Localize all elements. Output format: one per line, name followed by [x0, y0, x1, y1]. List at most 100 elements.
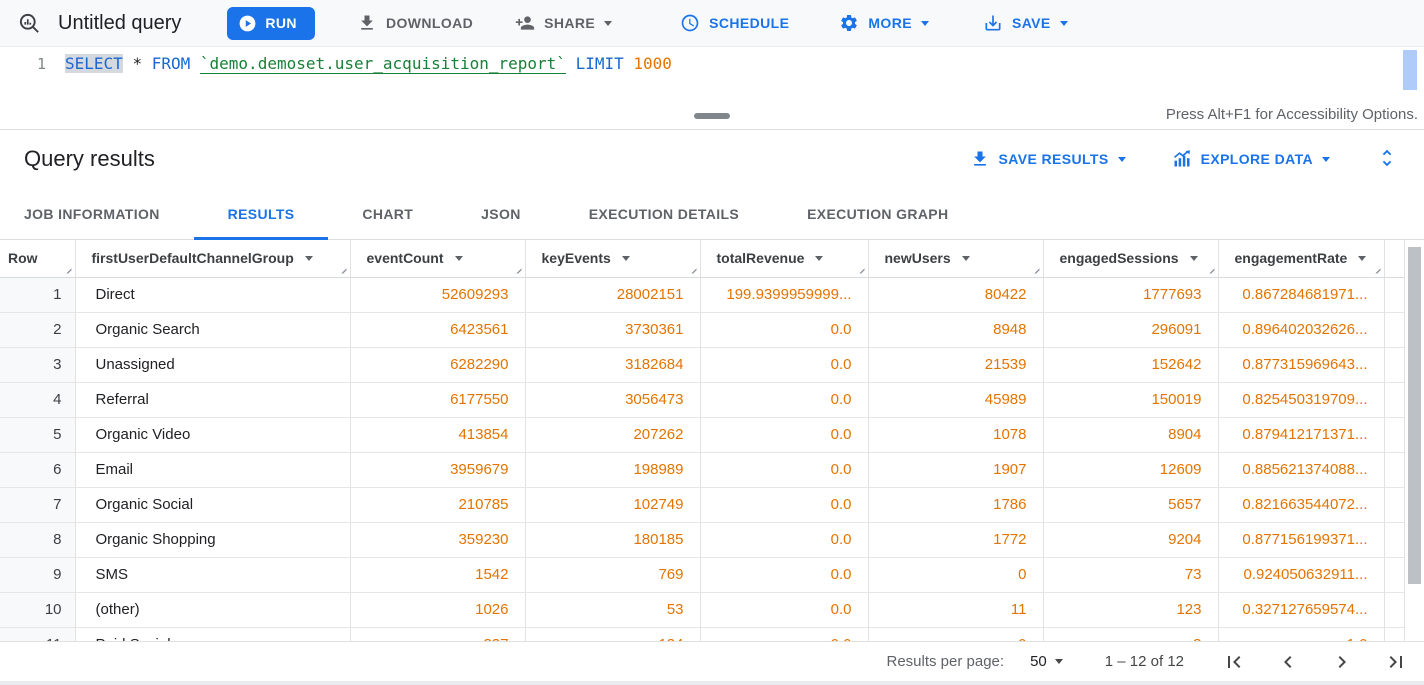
data-cell[interactable]: 296091 [1043, 312, 1219, 348]
column-resize-handle[interactable] [337, 264, 347, 274]
data-cell[interactable]: 210785 [350, 487, 526, 523]
column-menu-caret-icon[interactable] [1189, 255, 1198, 261]
row-number-cell[interactable]: 5 [0, 417, 76, 453]
data-cell[interactable]: 0.825450319709... [1218, 382, 1385, 418]
column-menu-caret-icon[interactable] [304, 255, 313, 261]
column-header-firstUserDefaultChannelGroup[interactable]: firstUserDefaultChannelGroup [75, 240, 351, 278]
column-header-eventCount[interactable]: eventCount [350, 240, 526, 278]
data-cell[interactable]: 0.867284681971... [1218, 277, 1385, 313]
data-cell[interactable]: 0.877315969643... [1218, 347, 1385, 383]
column-resize-handle[interactable] [1030, 264, 1040, 274]
last-page-button[interactable] [1384, 650, 1408, 674]
column-header-engagedSessions[interactable]: engagedSessions [1043, 240, 1219, 278]
row-number-cell[interactable]: 3 [0, 347, 76, 383]
row-number-cell[interactable]: 1 [0, 277, 76, 313]
data-cell[interactable]: Organic Social [75, 487, 351, 523]
data-cell[interactable]: 152642 [1043, 347, 1219, 383]
data-cell[interactable]: 6282290 [350, 347, 526, 383]
data-cell[interactable]: 0.0 [700, 627, 869, 641]
row-number-cell[interactable]: 6 [0, 452, 76, 488]
data-cell[interactable]: 0.896402032626... [1218, 312, 1385, 348]
data-cell[interactable]: 3730361 [525, 312, 701, 348]
data-cell[interactable]: 0 [868, 557, 1044, 593]
expand-panel-button[interactable] [1376, 147, 1398, 172]
save-button[interactable]: SAVE [969, 5, 1082, 41]
data-cell[interactable]: 73 [1043, 557, 1219, 593]
data-cell[interactable]: 45989 [868, 382, 1044, 418]
tab-results[interactable]: RESULTS [193, 188, 329, 240]
share-button[interactable]: SHARE [501, 5, 626, 41]
tab-chart[interactable]: CHART [362, 205, 414, 222]
more-button[interactable]: MORE [825, 5, 943, 41]
sql-code-line[interactable]: SELECT * FROM `demo.demoset.user_acquisi… [46, 47, 672, 104]
column-header-keyEvents[interactable]: keyEvents [525, 240, 701, 278]
data-cell[interactable]: 28002151 [525, 277, 701, 313]
data-cell[interactable]: 0.0 [700, 487, 869, 523]
data-cell[interactable]: 9204 [1043, 522, 1219, 558]
data-cell[interactable]: 413854 [350, 417, 526, 453]
page-size-select[interactable]: 50 [1030, 653, 1063, 670]
tab-job-information[interactable]: JOB INFORMATION [24, 205, 160, 222]
column-header-engagementRate[interactable]: engagementRate [1218, 240, 1385, 278]
data-cell[interactable]: 5657 [1043, 487, 1219, 523]
first-page-button[interactable] [1222, 650, 1246, 674]
column-header-row[interactable]: Row [0, 240, 76, 278]
download-button[interactable]: DOWNLOAD [343, 5, 487, 41]
data-cell[interactable]: 53 [525, 592, 701, 628]
column-menu-caret-icon[interactable] [815, 255, 824, 261]
data-cell[interactable]: 80422 [868, 277, 1044, 313]
column-resize-handle[interactable] [512, 264, 522, 274]
column-menu-caret-icon[interactable] [454, 255, 463, 261]
row-number-cell[interactable]: 4 [0, 382, 76, 418]
table-scrollbar-thumb[interactable] [1408, 247, 1421, 584]
data-cell[interactable]: 1786 [868, 487, 1044, 523]
splitter-drag-handle[interactable] [694, 113, 730, 119]
data-cell[interactable]: 1026 [350, 592, 526, 628]
data-cell[interactable]: 180185 [525, 522, 701, 558]
data-cell[interactable]: 150019 [1043, 382, 1219, 418]
data-cell[interactable]: Direct [75, 277, 351, 313]
data-cell[interactable]: 1078 [868, 417, 1044, 453]
data-cell[interactable]: 0.877156199371... [1218, 522, 1385, 558]
row-number-cell[interactable]: 8 [0, 522, 76, 558]
row-number-cell[interactable]: 7 [0, 487, 76, 523]
data-cell[interactable]: Referral [75, 382, 351, 418]
column-resize-handle[interactable] [1205, 264, 1215, 274]
run-button[interactable]: RUN [227, 6, 315, 40]
data-cell[interactable]: Email [75, 452, 351, 488]
data-cell[interactable]: SMS [75, 557, 351, 593]
row-number-cell[interactable]: 9 [0, 557, 76, 593]
data-cell[interactable]: 3182684 [525, 347, 701, 383]
tab-execution-details[interactable]: EXECUTION DETAILS [588, 205, 740, 222]
data-cell[interactable]: 8948 [868, 312, 1044, 348]
data-cell[interactable]: 0.0 [700, 347, 869, 383]
data-cell[interactable]: 199.9399959999... [700, 277, 869, 313]
column-header-totalRevenue[interactable]: totalRevenue [700, 240, 869, 278]
data-cell[interactable]: 0.0 [700, 557, 869, 593]
previous-page-button[interactable] [1276, 650, 1300, 674]
table-vertical-scrollbar[interactable] [1404, 240, 1424, 641]
data-cell[interactable]: 0.0 [700, 417, 869, 453]
column-menu-caret-icon[interactable] [961, 255, 970, 261]
data-cell[interactable]: 1542 [350, 557, 526, 593]
column-resize-handle[interactable] [62, 264, 72, 274]
data-cell[interactable]: 8904 [1043, 417, 1219, 453]
data-cell[interactable]: 6177550 [350, 382, 526, 418]
next-page-button[interactable] [1330, 650, 1354, 674]
row-number-cell[interactable]: 11 [0, 627, 76, 641]
data-cell[interactable]: Organic Video [75, 417, 351, 453]
data-cell[interactable]: 102749 [525, 487, 701, 523]
data-cell[interactable]: Organic Search [75, 312, 351, 348]
data-cell[interactable]: 0.879412171371... [1218, 417, 1385, 453]
data-cell[interactable]: 0.0 [700, 522, 869, 558]
data-cell[interactable]: 11 [868, 592, 1044, 628]
data-cell[interactable]: 3056473 [525, 382, 701, 418]
sql-table-reference[interactable]: `demo.demoset.user_acquisition_report` [199, 54, 566, 74]
tab-json[interactable]: JSON [481, 205, 521, 222]
data-cell[interactable]: 0.0 [700, 592, 869, 628]
data-cell[interactable]: 1.0 [1218, 627, 1385, 641]
data-cell[interactable]: 123 [1043, 592, 1219, 628]
data-cell[interactable]: 0.924050632911... [1218, 557, 1385, 593]
row-number-cell[interactable]: 2 [0, 312, 76, 348]
data-cell[interactable]: 134 [525, 627, 701, 641]
